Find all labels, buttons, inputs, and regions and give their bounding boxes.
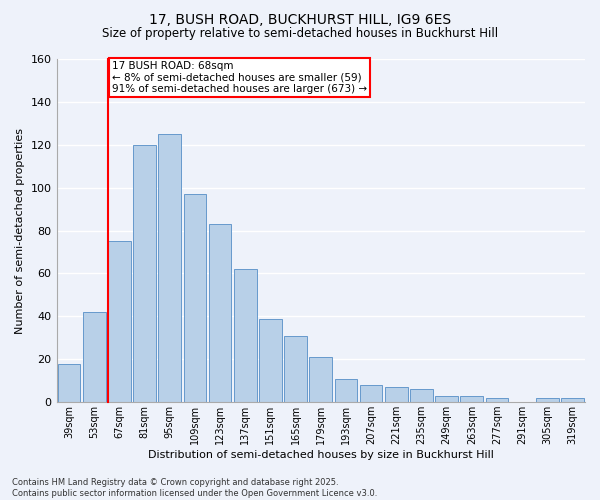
X-axis label: Distribution of semi-detached houses by size in Buckhurst Hill: Distribution of semi-detached houses by … [148, 450, 494, 460]
Bar [561, 398, 584, 402]
Bar [259, 318, 282, 402]
Text: Size of property relative to semi-detached houses in Buckhurst Hill: Size of property relative to semi-detach… [102, 28, 498, 40]
Bar [234, 269, 257, 402]
Y-axis label: Number of semi-detached properties: Number of semi-detached properties [15, 128, 25, 334]
Bar [536, 398, 559, 402]
Bar [335, 378, 357, 402]
Text: 17 BUSH ROAD: 68sqm
← 8% of semi-detached houses are smaller (59)
91% of semi-de: 17 BUSH ROAD: 68sqm ← 8% of semi-detache… [112, 61, 367, 94]
Text: 17, BUSH ROAD, BUCKHURST HILL, IG9 6ES: 17, BUSH ROAD, BUCKHURST HILL, IG9 6ES [149, 12, 451, 26]
Bar [385, 387, 407, 402]
Bar [83, 312, 106, 402]
Text: Contains HM Land Registry data © Crown copyright and database right 2025.
Contai: Contains HM Land Registry data © Crown c… [12, 478, 377, 498]
Bar [435, 396, 458, 402]
Bar [108, 242, 131, 402]
Bar [58, 364, 80, 402]
Bar [284, 336, 307, 402]
Bar [184, 194, 206, 402]
Bar [133, 145, 156, 402]
Bar [310, 357, 332, 402]
Bar [460, 396, 483, 402]
Bar [209, 224, 232, 402]
Bar [158, 134, 181, 402]
Bar [360, 385, 382, 402]
Bar [410, 390, 433, 402]
Bar [485, 398, 508, 402]
